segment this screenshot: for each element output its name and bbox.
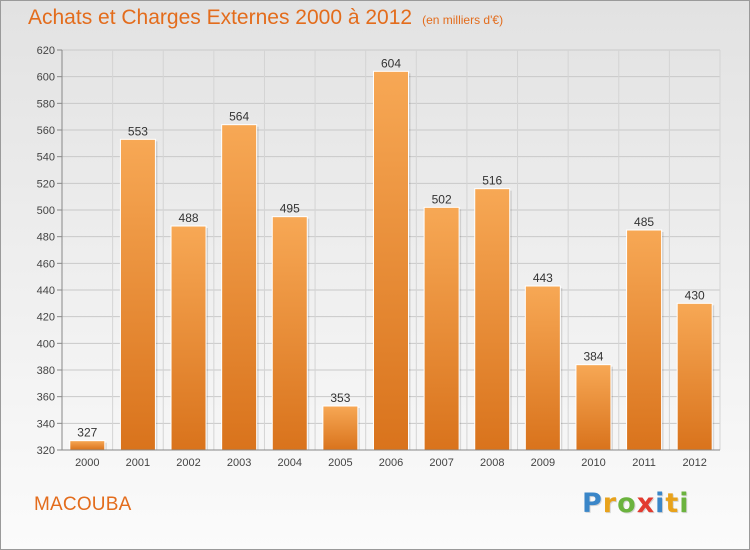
bar	[170, 225, 207, 451]
bar-value-label: 564	[229, 110, 249, 124]
logo-letter: r	[602, 488, 618, 519]
y-tick-label: 440	[37, 285, 55, 297]
bar-value-label: 327	[77, 426, 97, 440]
commune-name: MACOUBA	[34, 494, 132, 515]
y-tick-label: 540	[37, 152, 55, 164]
logo-letter: x	[636, 488, 656, 519]
bar-value-label: 495	[280, 202, 300, 216]
x-tick-label: 2007	[429, 457, 453, 469]
bar	[221, 124, 258, 451]
bar	[119, 138, 156, 451]
y-tick-label: 320	[37, 445, 55, 457]
chart-subtitle: (en milliers d'€)	[422, 13, 504, 27]
bar	[676, 302, 713, 451]
x-tick-label: 2012	[682, 457, 706, 469]
bar-value-label: 604	[381, 56, 401, 70]
bar	[575, 364, 612, 451]
chart-title: Achats et Charges Externes 2000 à 2012 (e…	[28, 6, 503, 30]
logo-letter: P	[582, 488, 603, 519]
bar-value-label: 384	[583, 350, 603, 364]
y-tick-label: 600	[37, 72, 55, 84]
y-tick-label: 400	[37, 338, 55, 350]
y-tick-label: 620	[37, 45, 55, 57]
bar	[474, 188, 511, 451]
logo-letter: o	[617, 488, 637, 519]
x-tick-label: 2005	[328, 457, 352, 469]
x-tick-label: 2010	[581, 457, 605, 469]
x-tick-label: 2002	[176, 457, 200, 469]
y-tick-label: 460	[37, 258, 55, 270]
bar-value-label: 516	[482, 174, 502, 188]
y-tick-label: 420	[37, 312, 55, 324]
y-tick-label: 500	[37, 205, 55, 217]
y-tick-label: 560	[37, 125, 55, 137]
y-tick-label: 380	[37, 365, 55, 377]
bar-value-label: 485	[634, 215, 654, 229]
bar	[626, 229, 663, 451]
bar-value-label: 443	[533, 271, 553, 285]
logo-letter: i	[655, 488, 666, 519]
logo-letter: t	[665, 488, 680, 519]
bar	[322, 405, 359, 451]
chart-title-text: Achats et Charges Externes 2000 à 2012	[28, 6, 413, 29]
bar	[423, 206, 460, 451]
y-tick-label: 340	[37, 418, 55, 430]
bar	[524, 285, 561, 451]
bar-value-label: 488	[179, 211, 199, 225]
bars: 327 553 488 564 495 353 604 502 516 443 384 485 430	[69, 56, 715, 451]
bar-value-label: 553	[128, 124, 148, 138]
x-tick-label: 2006	[379, 457, 403, 469]
x-tick-label: 2000	[75, 457, 99, 469]
bar-value-label: 502	[432, 192, 452, 206]
logo-letter: i	[679, 488, 690, 519]
bar	[271, 216, 308, 451]
bar-value-label: 353	[330, 391, 350, 405]
x-tick-label: 2009	[531, 457, 555, 469]
y-tick-label: 360	[37, 392, 55, 404]
bar	[69, 440, 106, 451]
y-tick-label: 520	[37, 178, 55, 190]
y-tick-label: 580	[37, 98, 55, 110]
x-tick-label: 2003	[227, 457, 251, 469]
x-tick-label: 2004	[278, 457, 302, 469]
x-tick-label: 2001	[126, 457, 150, 469]
x-tick-label: 2008	[480, 457, 504, 469]
bar-value-label: 430	[685, 288, 705, 302]
proxiti-logo: Proxiti	[582, 488, 690, 519]
axes: 320 340 360 380 400 420 440 460 480 500 520 540 560 5…	[37, 45, 720, 469]
x-tick-label: 2011	[632, 457, 656, 469]
bar	[373, 70, 409, 451]
y-tick-label: 480	[37, 232, 55, 244]
